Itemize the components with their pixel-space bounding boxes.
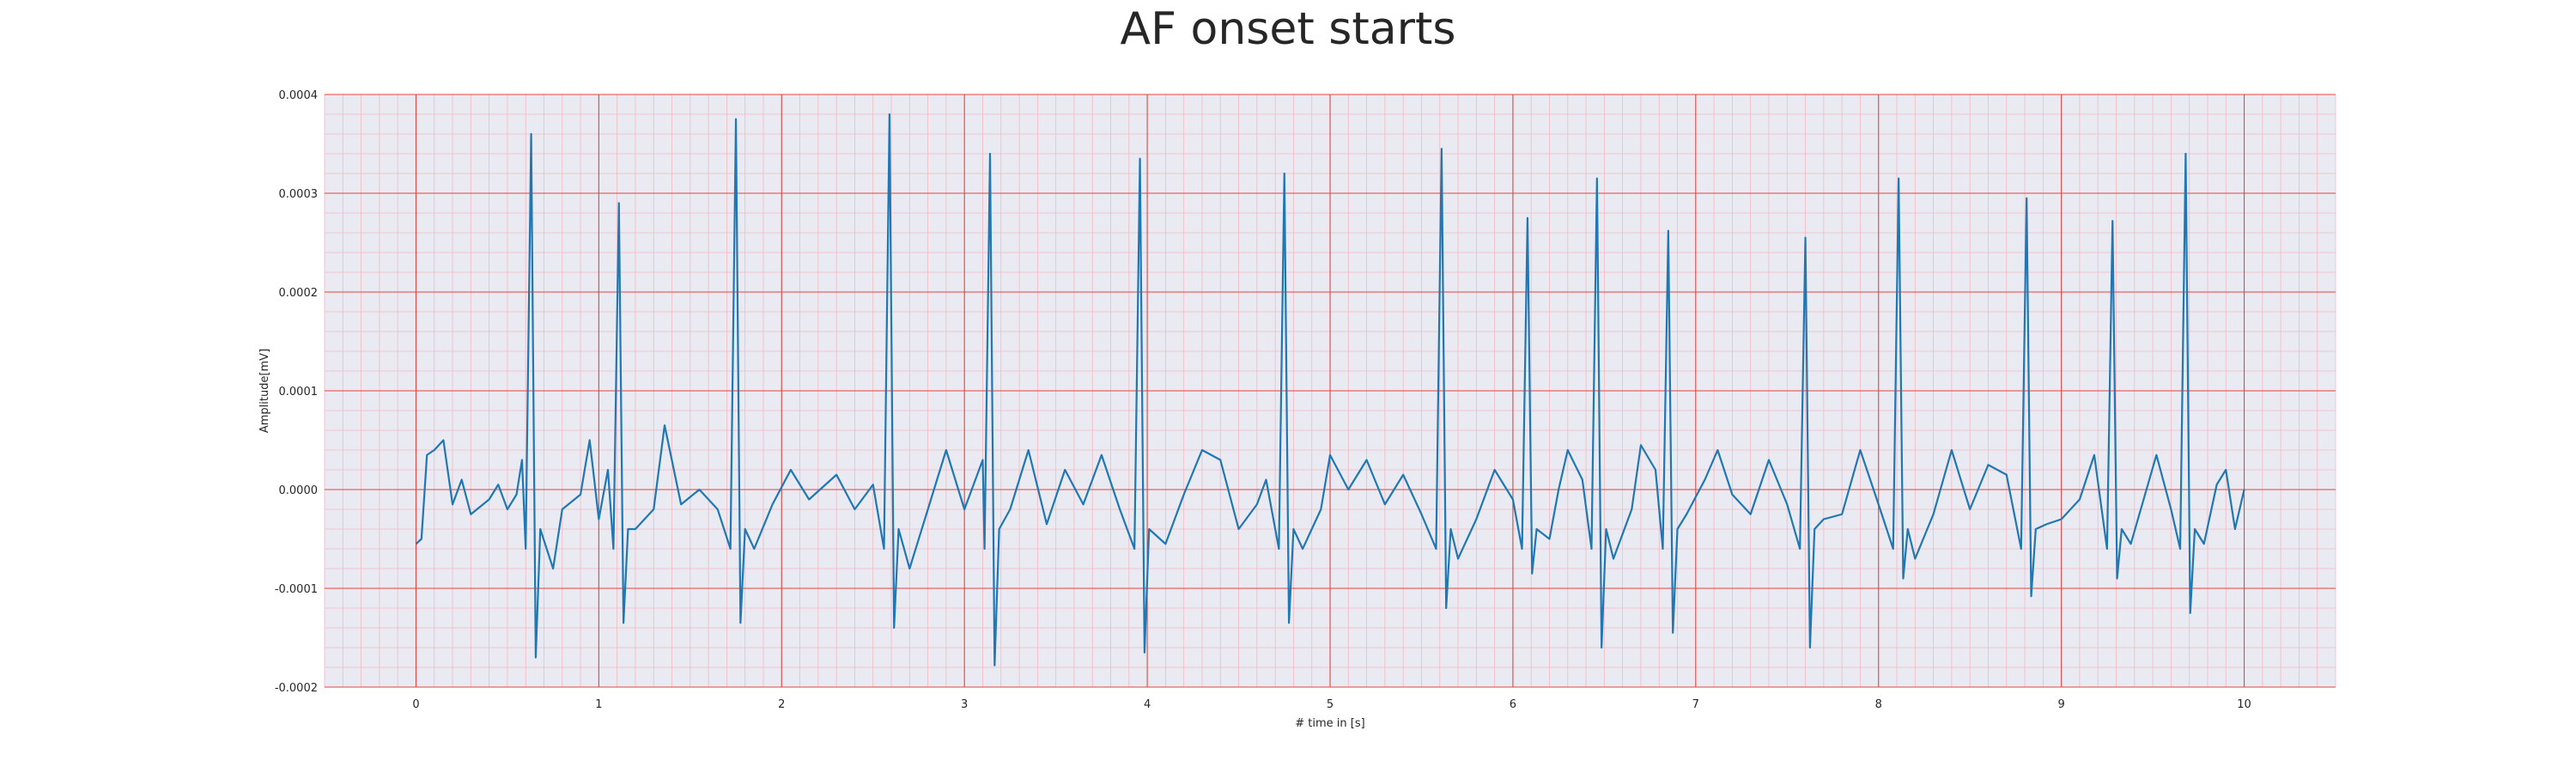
- x-tick-label: 1: [595, 698, 602, 711]
- ecg-line: [415, 113, 2245, 666]
- x-tick-label: 6: [1510, 698, 1516, 711]
- x-tick-label: 3: [961, 698, 968, 711]
- y-axis-label: Amplitude[mV]: [258, 349, 271, 433]
- ecg-signal: [415, 113, 2245, 666]
- x-tick-label: 5: [1327, 698, 1334, 711]
- y-axis-ticks: -0.0002 -0.0001 0.0000 0.0001 0.0002 0.0003 0.…: [275, 89, 318, 695]
- y-tick-label: -0.0002: [275, 682, 318, 695]
- x-tick-label: 0: [412, 698, 419, 711]
- y-tick-label: 0.0000: [279, 484, 319, 497]
- y-tick-label: -0.0001: [275, 583, 318, 596]
- x-tick-label: 7: [1692, 698, 1699, 711]
- major-grid: [325, 94, 2336, 688]
- x-tick-label: 9: [2057, 698, 2064, 711]
- chart-title: AF onset starts: [1120, 3, 1456, 55]
- x-axis-ticks: 0 1 2 3 4 5 6 7 8 9 10: [412, 698, 2251, 711]
- x-axis-label: # time in [s]: [1295, 717, 1364, 730]
- x-tick-label: 2: [778, 698, 785, 711]
- y-tick-label: 0.0003: [279, 188, 319, 201]
- y-tick-label: 0.0002: [279, 287, 319, 300]
- x-tick-label: 4: [1144, 698, 1151, 711]
- x-tick-label: 10: [2237, 698, 2251, 711]
- y-tick-label: 0.0004: [279, 89, 319, 102]
- y-tick-label: 0.0001: [279, 386, 319, 399]
- x-tick-label: 8: [1875, 698, 1882, 711]
